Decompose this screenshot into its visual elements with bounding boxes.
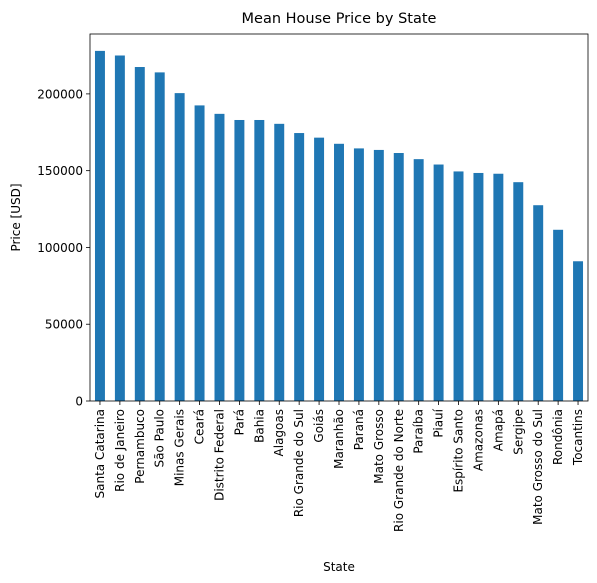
- x-tick-label: Rio Grande do Norte: [392, 409, 406, 532]
- bar: [114, 55, 125, 401]
- bar: [513, 182, 524, 401]
- x-tick-label: Piauí: [432, 408, 446, 437]
- bar: [154, 72, 165, 401]
- x-tick-label: Espírito Santo: [452, 409, 466, 493]
- x-tick-label: Amapá: [491, 409, 505, 451]
- bar: [453, 171, 464, 401]
- x-tick-label: Rondônia: [551, 409, 565, 465]
- x-tick-label: Maranhão: [332, 409, 346, 469]
- chart-title: Mean House Price by State: [242, 11, 437, 27]
- x-tick-label: Alagoas: [272, 409, 286, 456]
- y-tick-label: 150000: [37, 164, 83, 178]
- bars-group: [94, 50, 584, 402]
- bar: [533, 205, 544, 401]
- bar: [294, 133, 305, 401]
- x-tick-label: Distrito Federal: [212, 409, 226, 501]
- bar: [174, 93, 185, 401]
- x-tick-label: Mato Grosso: [372, 409, 386, 484]
- x-tick-label: Pará: [232, 409, 246, 435]
- y-axis-title: Price [USD]: [9, 183, 23, 251]
- x-tick-label: Goiás: [312, 409, 326, 443]
- y-tick-label: 0: [75, 395, 83, 409]
- x-tick-label: Mato Grosso do Sul: [531, 409, 545, 525]
- x-axis: Santa Catarina Rio de Janeiro Pernambuco Sã…: [93, 401, 585, 532]
- bar: [433, 164, 444, 401]
- bar: [214, 113, 225, 402]
- x-tick-label: Minas Gerais: [173, 409, 187, 486]
- x-tick-label: Sergipe: [511, 409, 525, 455]
- bar: [194, 105, 205, 402]
- bar: [573, 261, 584, 401]
- x-tick-label: Pernambuco: [133, 409, 147, 484]
- x-tick-label: Amazonas: [471, 409, 485, 471]
- bar: [393, 153, 404, 401]
- x-tick-label: Tocantins: [571, 409, 585, 466]
- x-tick-label: Rio Grande do Sul: [292, 409, 306, 517]
- bar: [274, 123, 285, 402]
- bar: [493, 173, 504, 401]
- x-tick-label: Santa Catarina: [93, 409, 107, 498]
- y-tick-label: 100000: [37, 241, 83, 255]
- bar: [553, 229, 564, 401]
- plot-frame: [89, 33, 589, 402]
- bar: [373, 149, 384, 401]
- x-tick-label: Paraíba: [412, 409, 426, 454]
- bar: [473, 172, 484, 401]
- bar: [314, 137, 325, 401]
- x-tick-label: Ceará: [193, 409, 207, 444]
- bar: [234, 119, 245, 401]
- x-tick-label: Paraná: [352, 409, 366, 450]
- x-axis-title: State: [323, 560, 355, 574]
- y-tick-label: 50000: [45, 318, 83, 332]
- x-tick-label: Bahia: [252, 409, 266, 443]
- bar: [134, 67, 145, 401]
- bar: [413, 159, 424, 401]
- x-tick-label: São Paulo: [153, 409, 167, 467]
- bar: [254, 119, 265, 401]
- y-axis: 0 50000 100000 150000 200000: [37, 87, 90, 409]
- bar: [94, 50, 105, 402]
- x-tick-label: Rio de Janeiro: [113, 409, 127, 492]
- bar: [334, 143, 344, 401]
- bar: [353, 148, 364, 401]
- y-tick-label: 200000: [37, 87, 83, 101]
